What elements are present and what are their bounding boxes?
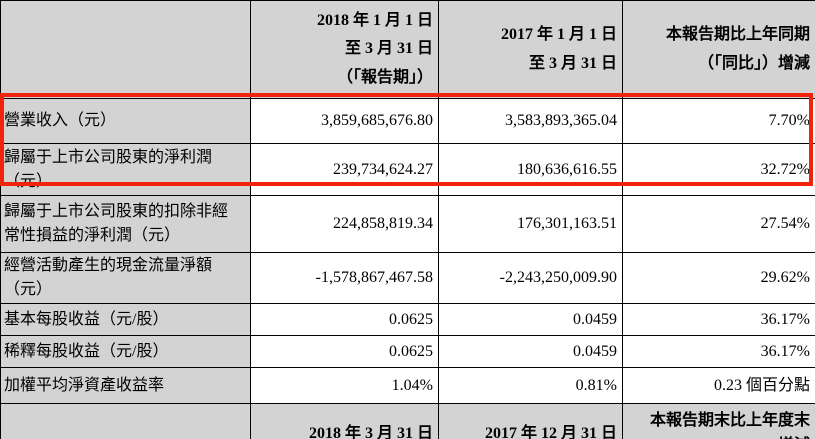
table-row-net-profit: 歸屬于上市公司股東的淨利潤 （元） 239,734,624.27 180,636… [0,143,815,196]
prior-period-value: 0.0459 [438,303,623,336]
row-label: 歸屬于上市公司股東的淨利潤 （元） [0,143,251,196]
table-header-row: 2018 年 1 月 1 日 至 3 月 31 日 （「報告期」） 2017 年… [0,0,815,99]
prior-period-value: 176,301,163.51 [438,195,623,253]
table-row-basic-eps: 基本每股收益（元/股） 0.0625 0.0459 36.17% [0,303,815,336]
current-period-value: 0.0625 [250,335,439,368]
prior-period-value: 180,636,616.55 [438,143,623,196]
footer-change-label: 本報告期末比上年度末 增減 [622,403,815,439]
row-label: 營業收入（元） [0,98,251,144]
footer-corner-cell [0,403,251,439]
row-label: 基本每股收益（元/股） [0,303,251,336]
change-value: 36.17% [622,335,815,368]
current-period-value: 3,859,685,676.80 [250,98,439,144]
change-value: 27.54% [622,195,815,253]
table-row-net-profit-excl-nonrecurring: 歸屬于上市公司股東的扣除非經 常性損益的淨利潤（元） 224,858,819.3… [0,195,815,253]
table-footer-row: 2018 年 3 月 31 日 2017 年 12 月 31 日 本報告期末比上… [0,403,815,439]
table-row-operating-revenue: 營業收入（元） 3,859,685,676.80 3,583,893,365.0… [0,98,815,144]
change-value: 32.72% [622,143,815,196]
current-period-value: -1,578,867,467.58 [250,252,439,304]
current-period-value: 239,734,624.27 [250,143,439,196]
header-current-period: 2018 年 1 月 1 日 至 3 月 31 日 （「報告期」） [250,0,439,99]
row-label: 經營活動產生的現金流量淨額 （元） [0,252,251,304]
footer-current-date: 2018 年 3 月 31 日 [250,403,439,439]
footer-prior-date: 2017 年 12 月 31 日 [438,403,623,439]
header-change-label: 本報告期比上年同期 （「同比」）增減 [622,0,815,99]
prior-period-value: 3,583,893,365.04 [438,98,623,144]
current-period-value: 224,858,819.34 [250,195,439,253]
table-row-diluted-eps: 稀釋每股收益（元/股） 0.0625 0.0459 36.17% [0,335,815,368]
change-value: 29.62% [622,252,815,304]
current-period-value: 1.04% [250,367,439,404]
change-value: 0.23 個百分點 [622,367,815,404]
header-prior-period: 2017 年 1 月 1 日 至 3 月 31 日 [438,0,623,99]
row-label: 稀釋每股收益（元/股） [0,335,251,368]
table-row-operating-cash-flow: 經營活動產生的現金流量淨額 （元） -1,578,867,467.58 -2,2… [0,252,815,304]
current-period-value: 0.0625 [250,303,439,336]
prior-period-value: -2,243,250,009.90 [438,252,623,304]
change-value: 7.70% [622,98,815,144]
change-value: 36.17% [622,303,815,336]
table-row-weighted-avg-roe: 加權平均淨資產收益率 1.04% 0.81% 0.23 個百分點 [0,367,815,404]
row-label: 加權平均淨資產收益率 [0,367,251,404]
prior-period-value: 0.81% [438,367,623,404]
row-label: 歸屬于上市公司股東的扣除非經 常性損益的淨利潤（元） [0,195,251,253]
header-corner-cell [0,0,251,99]
prior-period-value: 0.0459 [438,335,623,368]
